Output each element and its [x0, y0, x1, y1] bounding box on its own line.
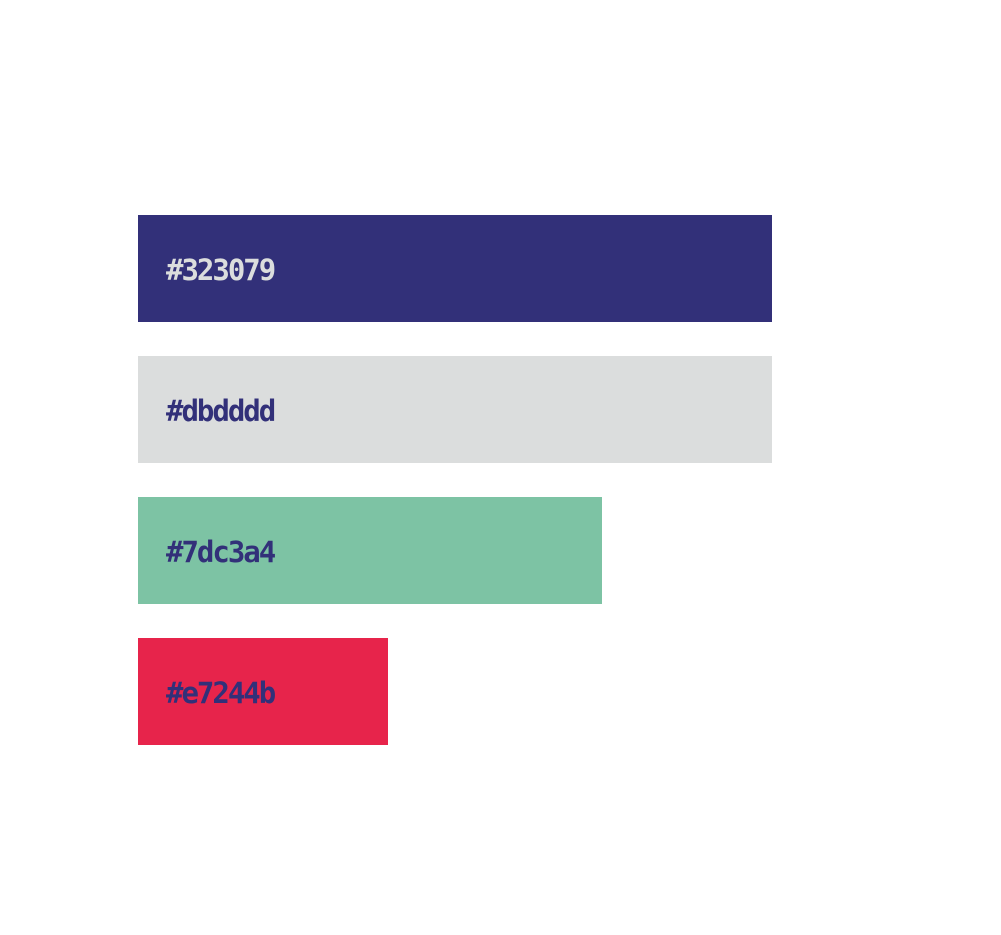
hex-code-label: #7dc3a4	[166, 535, 276, 569]
color-palette: #323079 #dbdddd #7dc3a4 #e7244b	[138, 215, 772, 779]
hex-code-label: #dbdddd	[166, 394, 276, 428]
hex-code-label: #323079	[166, 253, 276, 287]
hex-code-label: #e7244b	[166, 676, 276, 710]
palette-bar-1: #323079	[138, 215, 772, 322]
palette-bar-3: #7dc3a4	[138, 497, 602, 604]
palette-bar-4: #e7244b	[138, 638, 388, 745]
palette-bar-2: #dbdddd	[138, 356, 772, 463]
